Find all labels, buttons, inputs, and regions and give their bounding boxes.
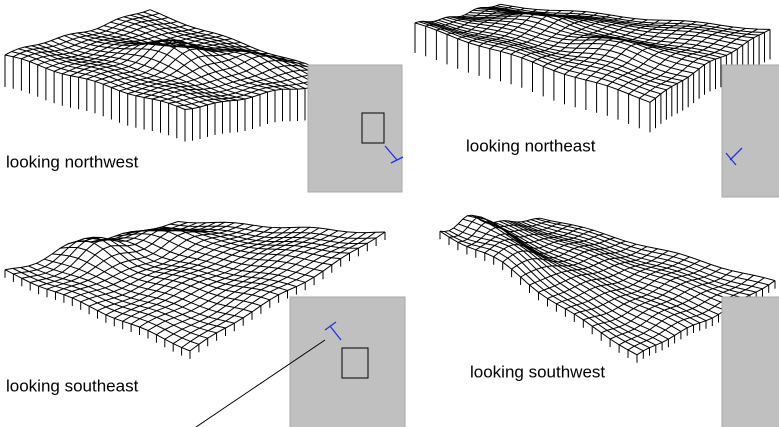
figure: looking northwest looking northeast look… — [0, 0, 779, 427]
mesh-line — [500, 4, 770, 29]
mesh-line — [521, 244, 637, 277]
mesh-line — [463, 219, 669, 339]
panel-label: looking northwest — [6, 152, 139, 171]
mesh-line — [178, 222, 385, 233]
view-indicator — [722, 297, 779, 427]
panel-label: looking southwest — [470, 362, 605, 381]
mesh-line — [438, 20, 683, 81]
mesh-line — [107, 238, 305, 283]
mesh-line — [526, 221, 756, 292]
mesh-line — [450, 17, 699, 69]
view-indicator — [308, 65, 402, 192]
view-indicator — [290, 297, 405, 427]
mesh-line — [481, 220, 694, 325]
view-indicator — [722, 65, 779, 197]
panel-label: looking northeast — [466, 136, 596, 155]
mesh-line — [76, 237, 270, 299]
panel-label: looking southeast — [6, 376, 139, 395]
mesh-line — [37, 263, 226, 328]
